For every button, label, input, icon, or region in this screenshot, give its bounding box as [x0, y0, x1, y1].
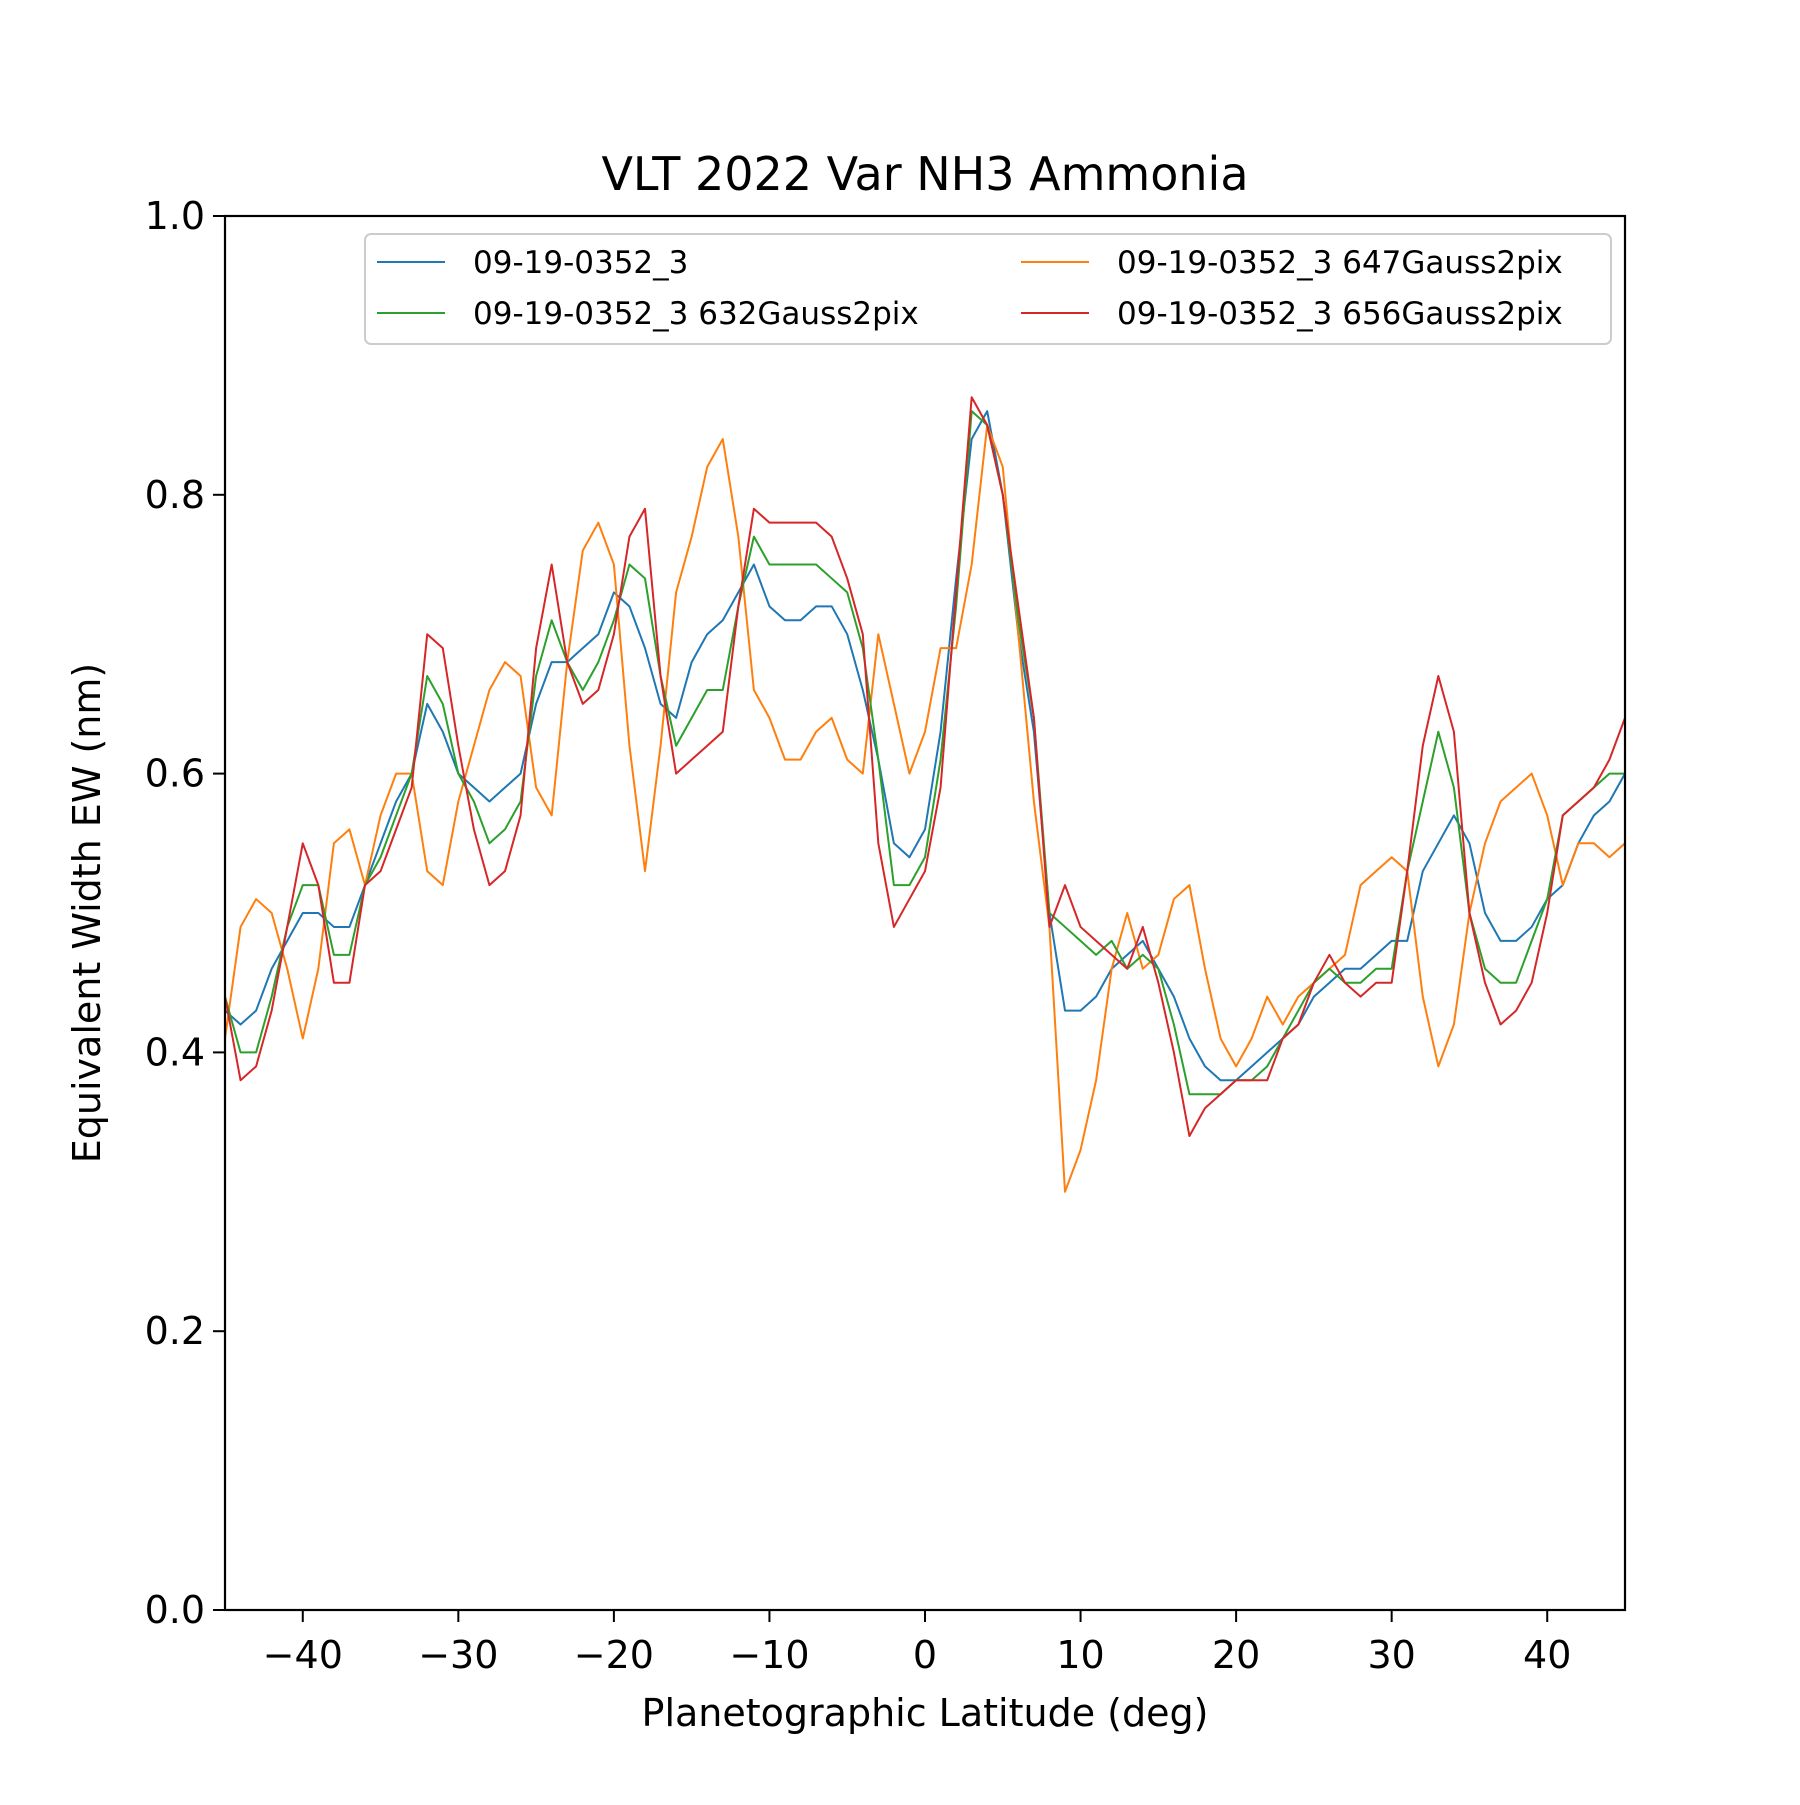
x-tick-label: 30 — [1367, 1633, 1415, 1677]
legend-label-1: 09-19-0352_3 — [473, 245, 688, 281]
legend-label-4: 09-19-0352_3 656Gauss2pix — [1117, 296, 1563, 332]
legend-label-3: 09-19-0352_3 632Gauss2pix — [473, 296, 919, 332]
series-line-3 — [224, 410, 1625, 1096]
plot-area — [224, 396, 1626, 1193]
y-tick-label: 0.6 — [145, 752, 205, 796]
x-tick-label: 20 — [1212, 1633, 1260, 1677]
y-axis-ticks: 0.0 0.2 0.4 0.6 0.8 1.0 — [145, 194, 225, 1632]
y-axis-label: Equivalent Width EW (nm) — [65, 663, 109, 1163]
x-tick-label: 10 — [1056, 1633, 1104, 1677]
x-tick-label: −40 — [263, 1633, 343, 1677]
y-tick-label: 0.2 — [145, 1309, 205, 1353]
x-tick-label: −10 — [729, 1633, 809, 1677]
legend: 09-19-0352_3 09-19-0352_3 647Gauss2pix 09-… — [364, 233, 1612, 345]
x-axis-label: Planetographic Latitude (deg) — [642, 1691, 1209, 1735]
axes-frame — [223, 214, 1627, 1612]
legend-box — [364, 233, 1612, 345]
x-tick-label: −20 — [574, 1633, 654, 1677]
x-axis-ticks: −40 −30 −20 −10 0 10 20 30 40 — [263, 1610, 1571, 1677]
x-tick-label: −30 — [418, 1633, 498, 1677]
y-tick-label: 0.8 — [145, 473, 205, 517]
legend-label-2: 09-19-0352_3 647Gauss2pix — [1117, 245, 1563, 281]
y-tick-label: 0.4 — [145, 1030, 205, 1074]
series-line-4 — [224, 396, 1626, 1138]
chart-title: VLT 2022 Var NH3 Ammonia — [601, 147, 1248, 201]
y-tick-label: 0.0 — [145, 1588, 205, 1632]
x-tick-label: 40 — [1523, 1633, 1571, 1677]
y-tick-label: 1.0 — [145, 194, 205, 238]
x-tick-label: 0 — [913, 1633, 937, 1677]
series-line-2 — [224, 424, 1626, 1193]
